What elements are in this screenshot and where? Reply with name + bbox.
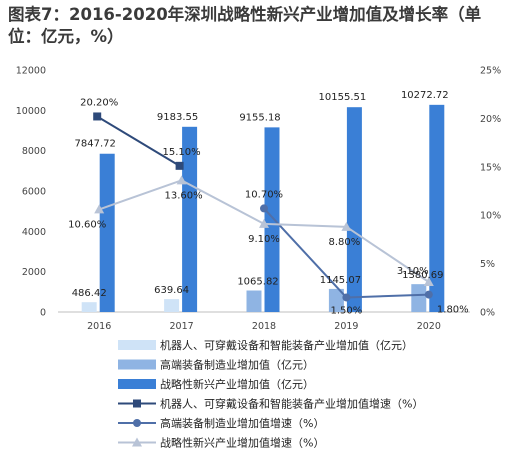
legend-entry: 机器人、可穿戴设备和智能装备产业增加值（亿元） bbox=[160, 338, 413, 352]
y-left-tick-label: 4000 bbox=[22, 227, 46, 238]
legend-marker-triangle bbox=[132, 437, 142, 447]
legend-entry: 机器人、可穿戴设备和智能装备产业增加值增速（%） bbox=[160, 397, 423, 411]
line-data-label: 8.80% bbox=[329, 237, 361, 248]
line-data-label: 1.50% bbox=[331, 305, 363, 316]
line-data-label: 15.10% bbox=[163, 147, 201, 158]
y-right-tick-label: 0% bbox=[480, 308, 495, 319]
legend-entry: 战略性新兴产业增加值增速（%） bbox=[160, 436, 324, 450]
bar-data-label: 639.64 bbox=[154, 285, 189, 296]
line-data-label: 20.20% bbox=[80, 97, 118, 108]
bar-data-label: 10272.72 bbox=[401, 90, 449, 101]
bar-data-label: 1380.69 bbox=[402, 270, 443, 281]
y-left-tick-label: 0 bbox=[40, 308, 46, 319]
y-left-tick-label: 6000 bbox=[22, 187, 46, 198]
legend-marker-circle bbox=[133, 419, 141, 427]
bar-strategic-emerging bbox=[99, 153, 115, 312]
bar-strategic-emerging bbox=[346, 107, 362, 313]
bar-data-label: 7847.72 bbox=[75, 139, 116, 150]
bar-data-label: 10155.51 bbox=[319, 92, 367, 103]
y-right-tick-label: 15% bbox=[480, 162, 501, 173]
x-tick-label: 2016 bbox=[87, 321, 111, 332]
y-left-tick-label: 12000 bbox=[16, 66, 46, 77]
y-left-tick-label: 2000 bbox=[22, 267, 46, 278]
y-right-tick-label: 5% bbox=[480, 259, 495, 270]
legend-entry: 高端装备制造业增加值增速（%） bbox=[160, 416, 324, 430]
line-marker-triangle bbox=[423, 276, 434, 286]
line-marker-triangle bbox=[176, 175, 187, 185]
bar-robotics bbox=[81, 302, 97, 312]
line-marker-square bbox=[175, 161, 184, 170]
x-tick-label: 2020 bbox=[417, 321, 441, 332]
y-right-tick-label: 20% bbox=[480, 114, 501, 125]
y-right-tick-label: 25% bbox=[480, 66, 501, 77]
bar-data-label: 9155.18 bbox=[239, 112, 280, 123]
line-marker-triangle bbox=[259, 218, 269, 228]
line-data-label: 13.60% bbox=[165, 190, 203, 201]
legend-swatch-bar bbox=[118, 379, 156, 389]
bar-robotics bbox=[164, 299, 180, 312]
legend-swatch-bar bbox=[118, 340, 156, 350]
legend-swatch-bar bbox=[118, 359, 156, 370]
bar-data-label: 1065.82 bbox=[237, 277, 278, 288]
line-marker-circle bbox=[260, 204, 268, 213]
line-data-label: 1.80% bbox=[437, 305, 469, 316]
y-left-tick-label: 8000 bbox=[22, 146, 46, 157]
line-data-label: 10.60% bbox=[68, 219, 106, 230]
y-left-tick-label: 10000 bbox=[16, 106, 46, 117]
line-marker-triangle bbox=[94, 204, 105, 214]
bar-data-label: 486.42 bbox=[72, 288, 107, 299]
line-data-label: 9.10% bbox=[248, 234, 280, 245]
line-data-label: 3.10% bbox=[397, 266, 429, 277]
line-data-label: 10.70% bbox=[245, 189, 283, 200]
line-marker-circle bbox=[424, 290, 433, 299]
line-marker-circle bbox=[342, 293, 351, 302]
bar-data-label: 9183.55 bbox=[157, 112, 198, 123]
bar-high-end-equipment bbox=[411, 284, 427, 312]
line-marker-square bbox=[93, 112, 102, 121]
bar-strategic-emerging bbox=[264, 127, 280, 312]
x-tick-label: 2019 bbox=[334, 321, 358, 332]
bar-strategic-emerging bbox=[182, 126, 198, 313]
bar-high-end-equipment bbox=[246, 290, 262, 312]
bar-data-label: 1145.07 bbox=[320, 275, 361, 286]
x-tick-label: 2018 bbox=[252, 321, 276, 332]
legend-entry: 战略性新兴产业增加值（亿元） bbox=[160, 377, 314, 391]
chart-title: 图表7：2016-2020年深圳战略性新兴产业增加值及增长率（单位：亿元，%） bbox=[8, 5, 482, 46]
bar-strategic-emerging bbox=[429, 104, 445, 312]
line-marker-triangle bbox=[341, 221, 352, 231]
x-tick-label: 2017 bbox=[170, 321, 194, 332]
bar-high-end-equipment bbox=[328, 288, 344, 312]
line-series-0 bbox=[96, 115, 181, 167]
legend-entry: 高端装备制造业增加值（亿元） bbox=[160, 358, 314, 372]
legend-marker-square bbox=[133, 399, 141, 408]
y-right-tick-label: 10% bbox=[480, 211, 501, 222]
